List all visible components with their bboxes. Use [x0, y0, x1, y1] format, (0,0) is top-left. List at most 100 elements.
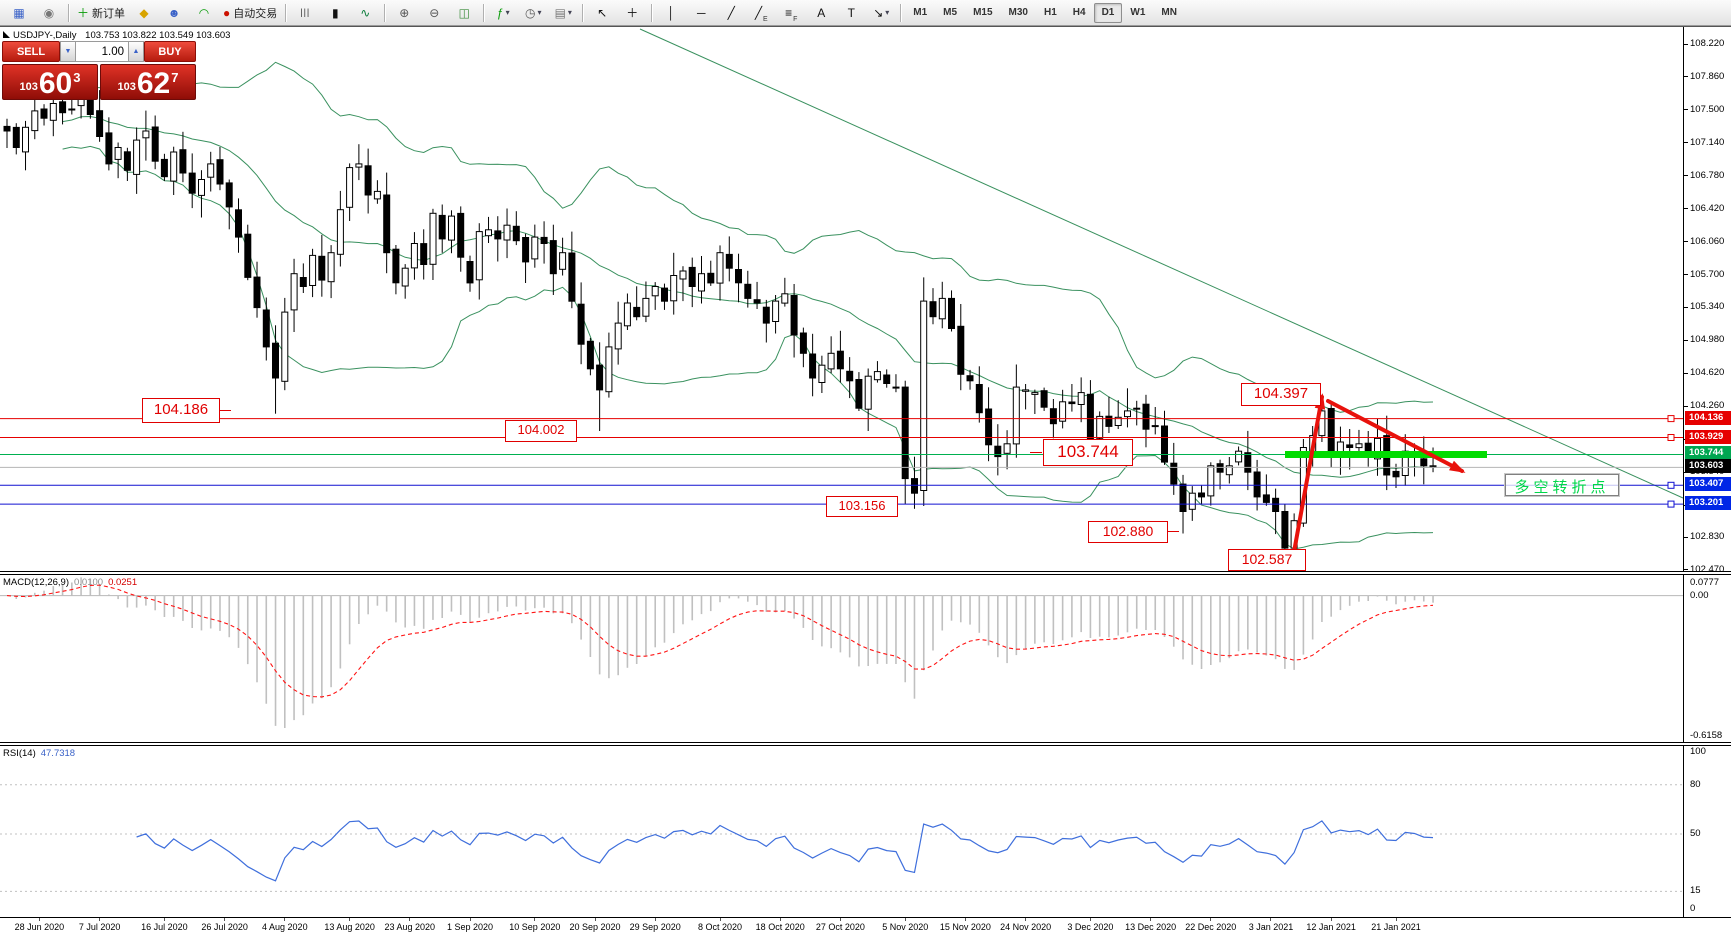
timeframe-m15-button[interactable]: M15: [973, 7, 993, 18]
price-tick-label: 104.260: [1690, 400, 1725, 412]
sell-quote-button[interactable]: 103 60 3: [2, 64, 98, 100]
price-tick-mark: [1684, 274, 1688, 275]
annotation-connector: [219, 409, 231, 411]
history-center-icon[interactable]: ◆: [130, 2, 158, 24]
periods-button[interactable]: ◷ ▾: [519, 2, 547, 24]
volume-input[interactable]: 1.00: [76, 41, 128, 62]
price-tick-label: 107.500: [1690, 103, 1725, 115]
timeframe-m30-button[interactable]: M30: [1008, 7, 1028, 18]
timeframe-m1-button[interactable]: M1: [913, 7, 928, 18]
toolbar-separator: [582, 3, 584, 22]
bar-chart-type-button[interactable]: |||: [291, 2, 319, 24]
tile-windows-button[interactable]: ◫: [450, 2, 478, 24]
crosshair-tool-glyph: ＋: [626, 5, 639, 20]
bull-bear-turning-point-note[interactable]: 多空转折点: [1504, 473, 1620, 497]
market-watch-icon[interactable]: ◉: [35, 2, 63, 24]
price-tick-mark: [1684, 44, 1688, 45]
volume-decrease-button[interactable]: ▼: [60, 41, 76, 62]
autotrading-button[interactable]: ● 自动交易: [220, 2, 280, 24]
arrows-tool[interactable]: ↘ ▾: [867, 2, 895, 24]
timeframe-h4-button[interactable]: H4: [1072, 7, 1086, 18]
timeframe-m5-button[interactable]: M5: [943, 7, 958, 18]
time-tick-mark: [780, 918, 781, 921]
time-tick-label: 10 Sep 2020: [509, 922, 561, 932]
arrows-tool-glyph: ↘: [873, 5, 884, 20]
price-annotation-label[interactable]: 104.186: [142, 398, 220, 423]
price-tick-label: 104.620: [1690, 367, 1725, 379]
toolbar-separator: [483, 3, 485, 22]
horizontal-line-tool[interactable]: ─: [687, 2, 715, 24]
price-tick-mark: [1684, 307, 1688, 308]
periods-button-glyph: ◷: [525, 5, 536, 20]
price-tick-label: 105.700: [1690, 268, 1725, 280]
timeframe-w1-button[interactable]: W1: [1130, 7, 1146, 18]
accounts-icon[interactable]: ☻: [160, 2, 188, 24]
buy-quote-button[interactable]: 103 62 7: [100, 64, 196, 100]
time-tick-mark: [470, 918, 471, 921]
price-line-label: 103.929: [1685, 429, 1731, 444]
price-tick-label: 107.860: [1690, 70, 1725, 82]
time-tick-label: 15 Nov 2020: [939, 922, 991, 932]
sell-button[interactable]: SELL: [2, 41, 60, 62]
time-tick-label: 27 Oct 2020: [815, 922, 865, 932]
time-tick-mark: [1090, 918, 1091, 921]
zoom-in-button[interactable]: ⊕: [390, 2, 418, 24]
zoom-out-button[interactable]: ⊖: [420, 2, 448, 24]
chart-window-icon[interactable]: ▦: [5, 2, 33, 24]
price-annotation-label[interactable]: 104.002: [505, 420, 577, 442]
time-tick-label: 26 Jul 2020: [201, 922, 248, 932]
price-tick-label: 106.780: [1690, 169, 1725, 181]
fibonacci-tool[interactable]: ≡ F: [777, 2, 805, 24]
line-chart-type-button[interactable]: ∿: [351, 2, 379, 24]
time-tick-mark: [224, 918, 225, 921]
time-tick-label: 24 Nov 2020: [1000, 922, 1052, 932]
timeframe-mn-button[interactable]: MN: [1161, 7, 1177, 18]
price-tick-mark: [1684, 208, 1688, 209]
time-tick-label: 4 Aug 2020: [262, 922, 308, 932]
trendline-tool[interactable]: ╱: [717, 2, 745, 24]
timeframe-d1-button[interactable]: D1: [1093, 2, 1123, 23]
text-tool[interactable]: A: [807, 2, 835, 24]
signals-icon[interactable]: ◠: [190, 2, 218, 24]
time-tick-label: 29 Sep 2020: [629, 922, 681, 932]
candlestick-chart-type-button[interactable]: ▮: [321, 2, 349, 24]
indicators-button[interactable]: ƒ ▾: [489, 2, 517, 24]
channel-tool[interactable]: ╱ E: [747, 2, 775, 24]
new-order-button[interactable]: ＋新订单: [74, 2, 128, 24]
price-annotation-label[interactable]: 103.156: [826, 496, 898, 517]
zoom-in-button-glyph: ⊕: [399, 5, 410, 20]
buy-button[interactable]: BUY: [144, 41, 196, 62]
price-annotation-label[interactable]: 104.397: [1241, 383, 1321, 406]
toolbar-separator: [651, 3, 653, 22]
text-tool-glyph: A: [817, 5, 826, 20]
time-tick-label: 13 Dec 2020: [1125, 922, 1177, 932]
rsi-axis-label: 15: [1690, 885, 1701, 896]
time-tick-label: 1 Sep 2020: [446, 922, 494, 932]
price-chart-canvas[interactable]: [0, 27, 1731, 939]
time-tick-mark: [164, 918, 165, 921]
ohlc-values: 103.753 103.822 103.549 103.603: [85, 30, 231, 41]
price-annotation-label[interactable]: 103.744: [1043, 439, 1133, 466]
chart-window[interactable]: [0, 26, 1731, 939]
macd-rsi-separator[interactable]: [0, 742, 1731, 746]
time-tick-mark: [595, 918, 596, 921]
time-tick-label: 21 Jan 2021: [1371, 922, 1421, 932]
vertical-line-tool[interactable]: │: [657, 2, 685, 24]
time-tick-mark: [655, 918, 656, 921]
cursor-tool[interactable]: ↖: [588, 2, 616, 24]
label-tool[interactable]: T: [837, 2, 865, 24]
time-tick-mark: [349, 918, 350, 921]
price-tick-label: 105.340: [1690, 301, 1725, 313]
main-macd-separator[interactable]: [0, 571, 1731, 575]
volume-increase-button[interactable]: ▲: [128, 41, 144, 62]
crosshair-tool[interactable]: ＋: [618, 2, 646, 24]
time-tick-mark: [1331, 918, 1332, 921]
tile-windows-button-glyph: ◫: [458, 5, 470, 20]
line-chart-type-button-glyph: ∿: [360, 5, 371, 20]
price-annotation-label[interactable]: 102.880: [1088, 521, 1168, 543]
rsi-axis-label: 0: [1690, 903, 1696, 914]
templates-button[interactable]: ▤ ▾: [549, 2, 577, 24]
price-annotation-label[interactable]: 102.587: [1228, 549, 1306, 571]
timeframe-h1-button[interactable]: H1: [1043, 7, 1057, 18]
